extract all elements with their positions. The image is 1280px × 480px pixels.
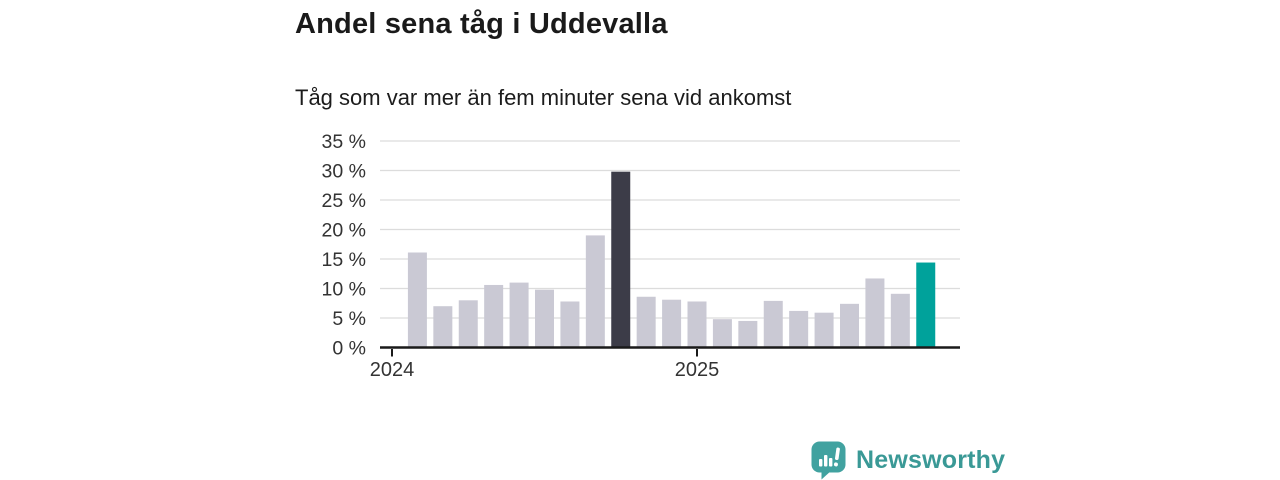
bar-2024-02 [407,252,427,348]
y-tick-label-20: 20 % [322,220,366,242]
bar-2025-03 [738,320,758,348]
bar-2024-03 [433,306,453,348]
bar-2025-08 [865,278,885,348]
x-tick-label-2024: 2024 [370,359,415,381]
x-tick-label-2025: 2025 [675,359,720,381]
bar-2025-02 [712,319,732,348]
bar-2024-11 [636,296,656,348]
newsworthy-wordmark: Newsworthy [856,445,1006,474]
newsworthy-logo-icon [811,441,846,480]
bar-2024-06 [509,282,529,348]
bar-2025-04 [763,300,783,348]
bar-2024-04 [458,300,478,348]
bar-2024-08 [560,301,580,348]
bar-2024-12 [662,299,682,348]
chart-subtitle: Tåg som var mer än fem minuter sena vid … [295,85,792,110]
bar-2024-10 [611,171,631,348]
logo-bubble-tail [821,470,832,480]
bar-2024-09 [585,235,605,348]
bar-2025-01 [687,301,707,348]
bar-2025-09 [890,293,910,348]
newsworthy-logo[interactable]: Newsworthy [810,440,1005,480]
logo-exclamation [833,447,840,467]
logo-bar-medium [829,458,833,467]
y-tick-label-15: 15 % [322,249,366,271]
y-tick-label-35: 35 % [322,131,366,153]
y-tick-label-5: 5 % [332,308,366,330]
y-tick-label-25: 25 % [322,190,366,212]
logo-bubble-shape [811,441,846,473]
logo-bar-small [819,459,823,467]
chart-title: Andel sena tåg i Uddevalla [295,8,668,40]
bar-2024-07 [535,289,554,348]
bar-2025-05 [789,310,809,348]
y-tick-label-10: 10 % [322,279,366,301]
bar-2024-05 [484,284,504,348]
bar-2025-07 [840,303,859,348]
y-tick-label-30: 30 % [322,161,366,183]
y-tick-label-0: 0 % [332,338,366,360]
bar-2025-10 [916,262,936,348]
logo-bar-tall [824,455,828,467]
bar-2025-06 [814,312,834,348]
